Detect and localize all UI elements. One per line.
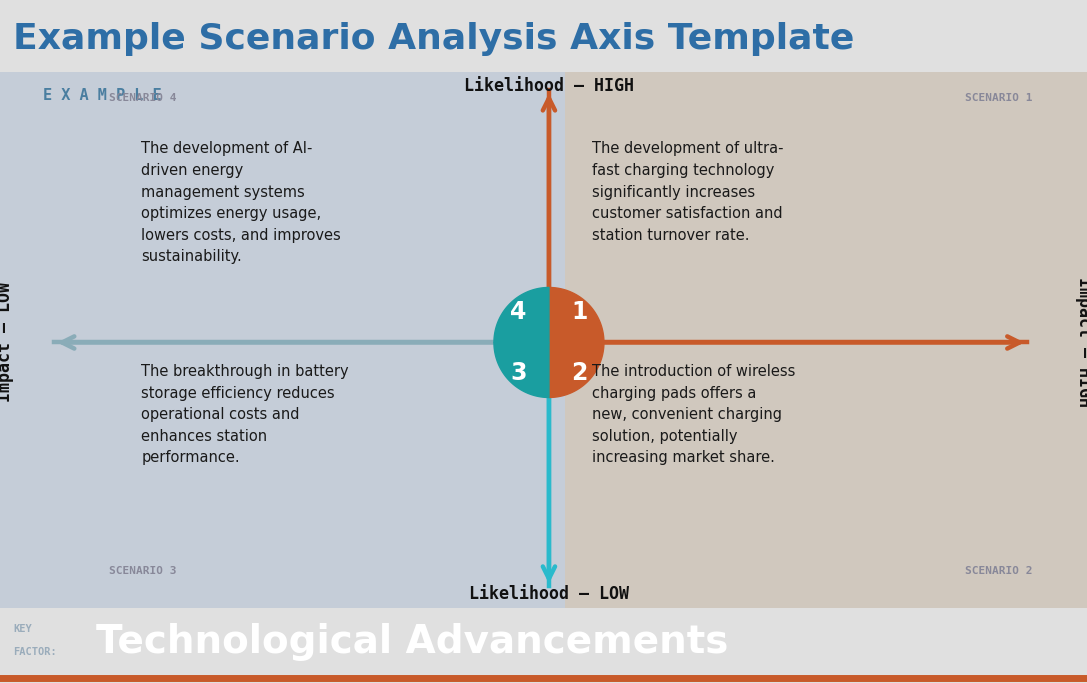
Text: Example Scenario Analysis Axis Template: Example Scenario Analysis Axis Template (13, 23, 854, 57)
Text: The introduction of wireless
charging pads offers a
new, convenient charging
sol: The introduction of wireless charging pa… (592, 364, 796, 465)
Text: SCENARIO 4: SCENARIO 4 (109, 93, 176, 103)
Text: 1: 1 (571, 301, 587, 324)
Text: E X A M P L E: E X A M P L E (43, 88, 162, 103)
Text: FACTOR:: FACTOR: (13, 647, 57, 657)
Bar (0, 72, 565, 608)
Text: SCENARIO 1: SCENARIO 1 (965, 93, 1033, 103)
Text: SCENARIO 2: SCENARIO 2 (965, 566, 1033, 576)
Text: Impact — LOW: Impact — LOW (0, 283, 14, 402)
Text: The development of ultra-
fast charging technology
significantly increases
custo: The development of ultra- fast charging … (592, 141, 784, 243)
Polygon shape (493, 342, 549, 398)
Bar (565, 72, 1087, 608)
Text: Technological Advancements: Technological Advancements (96, 623, 728, 660)
Polygon shape (549, 342, 604, 398)
Text: Impact — HIGH: Impact — HIGH (1075, 277, 1087, 408)
Polygon shape (549, 288, 604, 342)
Text: The breakthrough in battery
storage efficiency reduces
operational costs and
enh: The breakthrough in battery storage effi… (141, 364, 349, 465)
Text: 3: 3 (511, 361, 527, 385)
Text: SCENARIO 3: SCENARIO 3 (109, 566, 176, 576)
Text: Likelihood — HIGH: Likelihood — HIGH (464, 77, 634, 95)
Polygon shape (493, 288, 549, 342)
Text: 2: 2 (571, 361, 587, 385)
Text: 4: 4 (511, 301, 527, 324)
Text: Likelihood — LOW: Likelihood — LOW (468, 585, 629, 602)
Text: KEY: KEY (13, 624, 32, 635)
Text: The development of AI-
driven energy
management systems
optimizes energy usage,
: The development of AI- driven energy man… (141, 141, 341, 264)
